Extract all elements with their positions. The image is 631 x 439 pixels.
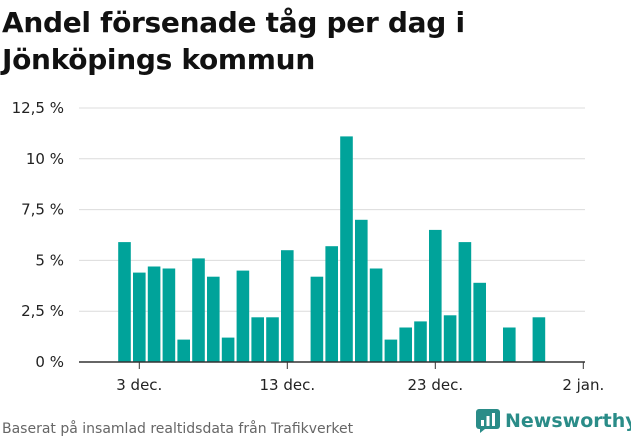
- bar-25: [458, 242, 472, 362]
- y-axis: 0 % 2,5 % 5 % 7,5 % 10 % 12,5 %: [12, 99, 64, 371]
- y-tick-label: 5 %: [35, 251, 64, 269]
- bar-20: [384, 339, 398, 362]
- bar-2: [118, 242, 131, 362]
- y-tick-label: 10 %: [26, 150, 64, 168]
- bar-22: [414, 321, 427, 362]
- bar-4: [147, 266, 161, 362]
- x-tick-label: 23 dec.: [407, 376, 463, 394]
- bar-8: [207, 276, 220, 362]
- x-tick-label: 2 jan.: [562, 376, 604, 394]
- y-tick-label: 0 %: [35, 353, 64, 371]
- bar-3: [133, 272, 146, 362]
- y-tick-label: 12,5 %: [12, 99, 64, 117]
- chart-title: Andel försenade tåg per dag i Jönköpings…: [2, 6, 465, 76]
- bar-16: [325, 246, 338, 362]
- bar-19: [369, 268, 383, 362]
- bar-21: [399, 327, 412, 362]
- source-note: Baserat på insamlad realtidsdata från Tr…: [2, 421, 354, 437]
- bar-5: [162, 268, 176, 362]
- bar-30: [532, 317, 546, 362]
- bar-28: [503, 327, 516, 362]
- bar-6: [177, 339, 190, 362]
- bar-12: [266, 317, 279, 362]
- bar-23: [429, 229, 442, 362]
- bar-11: [251, 317, 264, 362]
- bar-9: [221, 337, 235, 362]
- bar-15: [310, 276, 324, 362]
- brand-name: Newsworthy: [505, 410, 631, 432]
- bar-18: [355, 219, 368, 362]
- bars: [118, 136, 546, 362]
- newsworthy-logo-icon: [476, 409, 500, 433]
- y-tick-label: 7,5 %: [21, 201, 64, 219]
- y-tick-label: 2,5 %: [21, 302, 64, 320]
- bar-10: [236, 270, 250, 362]
- x-axis: 3 dec. 13 dec. 23 dec. 2 jan.: [79, 361, 604, 394]
- bar-26: [473, 282, 486, 362]
- bar-24: [443, 315, 457, 362]
- bar-13: [281, 250, 294, 362]
- brand-logo: Newsworthy: [476, 409, 631, 433]
- x-tick-label: 3 dec.: [116, 376, 162, 394]
- x-tick-label: 13 dec.: [259, 376, 315, 394]
- bar-17: [340, 136, 353, 362]
- bar-7: [192, 258, 205, 362]
